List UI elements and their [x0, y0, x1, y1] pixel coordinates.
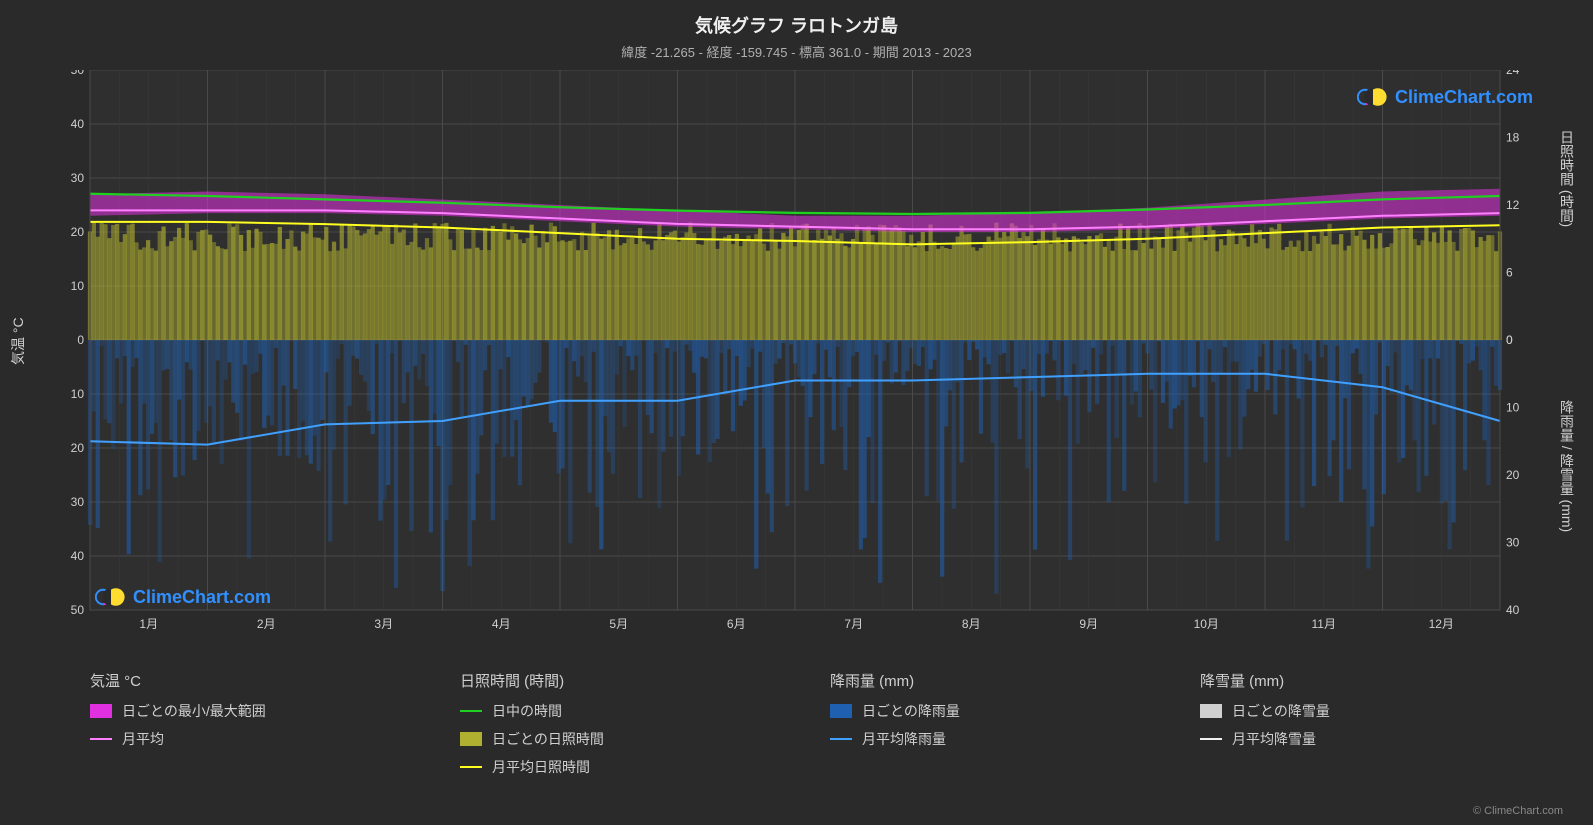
svg-text:-30: -30 — [70, 495, 84, 509]
svg-text:6: 6 — [1506, 266, 1513, 280]
legend-item: 日ごとの最小/最大範囲 — [90, 701, 420, 721]
svg-text:11月: 11月 — [1312, 617, 1336, 631]
watermark: © ClimeChart.com — [1473, 805, 1563, 817]
svg-text:4月: 4月 — [492, 617, 511, 631]
svg-text:5月: 5月 — [609, 617, 628, 631]
svg-text:-20: -20 — [70, 441, 84, 455]
legend-swatch — [830, 738, 852, 740]
logo-bottom: ClimeChart.com — [95, 585, 271, 609]
legend-label: 日ごとの降雪量 — [1232, 701, 1330, 721]
plot-svg: -50-40-30-20-100102030405006121824010203… — [70, 70, 1520, 640]
legend-title: 気温 °C — [90, 670, 420, 691]
svg-text:7月: 7月 — [844, 617, 863, 631]
svg-text:8月: 8月 — [962, 617, 981, 631]
svg-text:10: 10 — [71, 279, 85, 293]
legend-item: 日ごとの降雨量 — [830, 701, 1160, 721]
chart-title: 気候グラフ ラロトンガ島 — [0, 0, 1593, 38]
legend-item: 日ごとの日照時間 — [460, 729, 790, 749]
y-axis-right-top-label: 日照時間 (時間) — [1557, 130, 1577, 227]
legend-label: 月平均降雨量 — [862, 729, 946, 749]
svg-text:-50: -50 — [70, 603, 84, 617]
legend-swatch — [1200, 738, 1222, 740]
legend-swatch — [1200, 704, 1222, 718]
legend-label: 日中の時間 — [492, 701, 562, 721]
legend-label: 日ごとの降雨量 — [862, 701, 960, 721]
legend-item: 月平均日照時間 — [460, 757, 790, 777]
svg-text:9月: 9月 — [1079, 617, 1098, 631]
legend: 気温 °C 日ごとの最小/最大範囲月平均 日照時間 (時間) 日中の時間日ごとの日照時… — [90, 670, 1530, 785]
logo-text: ClimeChart.com — [133, 587, 271, 608]
svg-text:0: 0 — [77, 333, 84, 347]
legend-label: 月平均降雪量 — [1232, 729, 1316, 749]
legend-swatch — [830, 704, 852, 718]
logo-icon — [1357, 85, 1389, 109]
legend-item: 日ごとの降雪量 — [1200, 701, 1530, 721]
legend-swatch — [460, 766, 482, 768]
logo-icon — [95, 585, 127, 609]
svg-text:20: 20 — [1506, 468, 1520, 482]
legend-label: 月平均日照時間 — [492, 757, 590, 777]
y-axis-left-label: 気温 °C — [8, 317, 28, 365]
legend-column: 日照時間 (時間) 日中の時間日ごとの日照時間月平均日照時間 — [460, 670, 790, 785]
svg-text:0: 0 — [1506, 333, 1513, 347]
legend-label: 月平均 — [122, 729, 164, 749]
legend-label: 日ごとの最小/最大範囲 — [122, 701, 266, 721]
y-axis-right-bottom-label: 降雨量 / 降雪量 (mm) — [1557, 400, 1577, 532]
svg-text:10: 10 — [1506, 401, 1520, 415]
legend-column: 降雪量 (mm) 日ごとの降雪量月平均降雪量 — [1200, 670, 1530, 785]
svg-text:12: 12 — [1506, 198, 1520, 212]
svg-text:-40: -40 — [70, 549, 84, 563]
svg-text:2月: 2月 — [257, 617, 276, 631]
logo-top: ClimeChart.com — [1357, 85, 1533, 109]
legend-column: 降雨量 (mm) 日ごとの降雨量月平均降雨量 — [830, 670, 1160, 785]
svg-text:6月: 6月 — [727, 617, 746, 631]
legend-swatch — [460, 710, 482, 712]
svg-text:12月: 12月 — [1429, 617, 1454, 631]
svg-text:24: 24 — [1506, 70, 1520, 77]
svg-text:1月: 1月 — [139, 617, 158, 631]
legend-item: 月平均 — [90, 729, 420, 749]
svg-text:50: 50 — [71, 70, 85, 77]
legend-swatch — [460, 732, 482, 746]
legend-title: 日照時間 (時間) — [460, 670, 790, 691]
legend-column: 気温 °C 日ごとの最小/最大範囲月平均 — [90, 670, 420, 785]
svg-text:10月: 10月 — [1194, 617, 1219, 631]
svg-text:20: 20 — [71, 225, 85, 239]
legend-item: 月平均降雪量 — [1200, 729, 1530, 749]
svg-text:30: 30 — [1506, 536, 1520, 550]
legend-item: 日中の時間 — [460, 701, 790, 721]
svg-text:30: 30 — [71, 171, 85, 185]
chart-container: 気候グラフ ラロトンガ島 緯度 -21.265 - 経度 -159.745 - … — [0, 0, 1593, 825]
legend-item: 月平均降雨量 — [830, 729, 1160, 749]
chart-subtitle: 緯度 -21.265 - 経度 -159.745 - 標高 361.0 - 期間… — [0, 38, 1593, 61]
legend-title: 降雪量 (mm) — [1200, 670, 1530, 691]
svg-text:-10: -10 — [70, 387, 84, 401]
legend-label: 日ごとの日照時間 — [492, 729, 604, 749]
svg-text:18: 18 — [1506, 131, 1520, 145]
legend-swatch — [90, 704, 112, 718]
legend-title: 降雨量 (mm) — [830, 670, 1160, 691]
svg-text:40: 40 — [1506, 603, 1520, 617]
svg-text:40: 40 — [71, 117, 85, 131]
legend-swatch — [90, 738, 112, 740]
logo-text: ClimeChart.com — [1395, 87, 1533, 108]
svg-text:3月: 3月 — [374, 617, 393, 631]
